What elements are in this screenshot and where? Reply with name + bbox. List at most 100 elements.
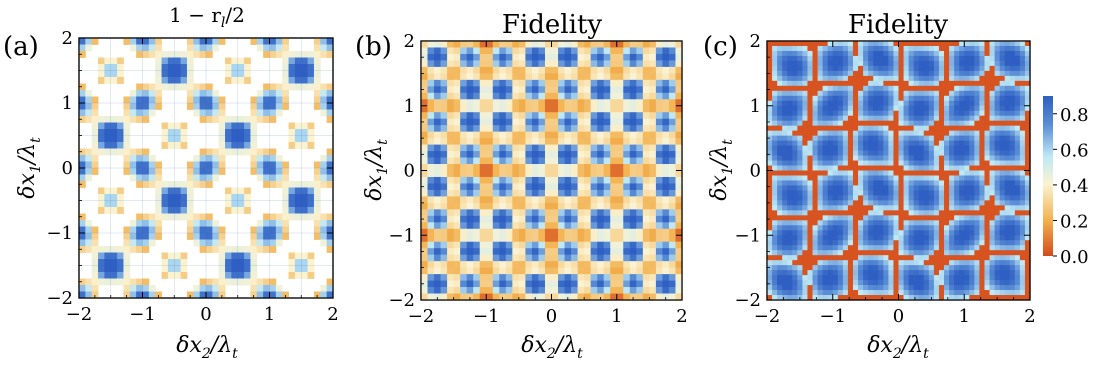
- heatmap-cell: [868, 190, 874, 196]
- heatmap-cell: [117, 116, 124, 123]
- heatmap-cell: [878, 210, 884, 216]
- heatmap-cell: [466, 47, 474, 55]
- heatmap-cell: [551, 248, 559, 256]
- heatmap-cell: [873, 100, 879, 107]
- heatmap-cell: [908, 205, 915, 211]
- heatmap-cell: [918, 175, 925, 181]
- heatmap-cell: [787, 105, 793, 112]
- heatmap-cell: [486, 53, 494, 61]
- heatmap-cell: [954, 165, 960, 171]
- heatmap-cell: [499, 86, 507, 94]
- heatmap-cell: [949, 90, 955, 97]
- heatmap-cell: [636, 209, 644, 217]
- heatmap-cell: [326, 90, 334, 97]
- heatmap-cell: [603, 73, 611, 81]
- heatmap-cell: [525, 228, 533, 236]
- heatmap-cell: [199, 155, 207, 162]
- heatmap-cell: [797, 180, 803, 186]
- heatmap-cell: [85, 246, 93, 253]
- heatmap-cell: [842, 90, 849, 97]
- heatmap-cell: [984, 65, 990, 72]
- heatmap-cell: [212, 38, 220, 45]
- heatmap-cell: [852, 110, 859, 117]
- heatmap-cell: [486, 112, 494, 120]
- heatmap-cell: [544, 170, 552, 178]
- heatmap-cell: [538, 261, 546, 269]
- heatmap-cell: [174, 51, 181, 58]
- heatmap-cell: [954, 200, 960, 206]
- heatmap-cell: [959, 105, 965, 112]
- heatmap-cell: [979, 190, 985, 196]
- heatmap-cell: [974, 75, 980, 82]
- heatmap-cell: [148, 168, 156, 175]
- heatmap-cell: [564, 66, 572, 74]
- heatmap-cell: [898, 250, 904, 256]
- heatmap-cell: [294, 181, 302, 188]
- heatmap-cell: [883, 130, 889, 137]
- heatmap-cell: [460, 79, 468, 87]
- heatmap-cell: [512, 202, 520, 210]
- heatmap-cell: [538, 170, 546, 178]
- heatmap-cell: [288, 265, 296, 273]
- heatmap-cell: [903, 160, 910, 166]
- heatmap-cell: [878, 80, 884, 87]
- heatmap-cell: [486, 280, 494, 288]
- heatmap-cell: [883, 50, 889, 57]
- heatmap-cell: [148, 291, 156, 299]
- heatmap-cell: [499, 261, 507, 269]
- heatmap-cell: [186, 77, 194, 84]
- heatmap-cell: [797, 155, 803, 161]
- heatmap-cell: [313, 187, 321, 195]
- heatmap-cell: [623, 189, 631, 197]
- heatmap-cell: [492, 215, 500, 223]
- heatmap-cell: [486, 92, 494, 100]
- heatmap-cell: [512, 222, 520, 230]
- heatmap-cell: [466, 73, 474, 81]
- heatmap-cell: [199, 38, 207, 45]
- heatmap-cell: [883, 115, 889, 122]
- heatmap-cell: [623, 144, 631, 152]
- heatmap-cell: [564, 60, 572, 68]
- heatmap-cell: [577, 79, 585, 87]
- heatmap-cell: [642, 138, 650, 146]
- heatmap-cell: [822, 130, 829, 137]
- heatmap-cell: [949, 120, 955, 127]
- heatmap-cell: [301, 122, 308, 130]
- heatmap-cell: [597, 92, 605, 100]
- heatmap-cell: [777, 130, 783, 137]
- heatmap-cell: [518, 267, 526, 275]
- heatmap-cell: [551, 118, 559, 126]
- heatmap-cell: [518, 73, 526, 81]
- heatmap-cell: [868, 145, 874, 151]
- heatmap-cell: [79, 44, 86, 52]
- heatmap-cell: [313, 168, 321, 175]
- heatmap-cell: [186, 181, 194, 188]
- heatmap-cell: [486, 60, 494, 68]
- heatmap-cell: [873, 120, 879, 127]
- heatmap-cell: [964, 200, 970, 206]
- heatmap-cell: [505, 131, 513, 139]
- heatmap-cell: [888, 210, 894, 216]
- heatmap-cell: [636, 254, 644, 262]
- heatmap-cell: [827, 65, 834, 72]
- heatmap-cell: [662, 254, 670, 262]
- heatmap-cell: [812, 165, 818, 171]
- heatmap-cell: [326, 51, 334, 58]
- heatmap-cell: [888, 160, 894, 166]
- heatmap-cell: [636, 79, 644, 87]
- heatmap-cell: [499, 215, 507, 223]
- heatmap-cell: [662, 222, 670, 230]
- heatmap-cell: [505, 254, 513, 262]
- heatmap-cell: [610, 60, 618, 68]
- heatmap-cell: [675, 53, 683, 61]
- heatmap-cell: [903, 130, 910, 137]
- heatmap-cell: [1019, 190, 1026, 196]
- heatmap-cell: [79, 116, 86, 123]
- heatmap-cell: [964, 135, 970, 142]
- heatmap-cell: [852, 80, 859, 87]
- heatmap-cell: [989, 105, 995, 112]
- heatmap-cell: [817, 255, 824, 261]
- heatmap-cell: [1004, 95, 1011, 102]
- heatmap-cell: [655, 293, 663, 301]
- heatmap-cell: [863, 135, 869, 142]
